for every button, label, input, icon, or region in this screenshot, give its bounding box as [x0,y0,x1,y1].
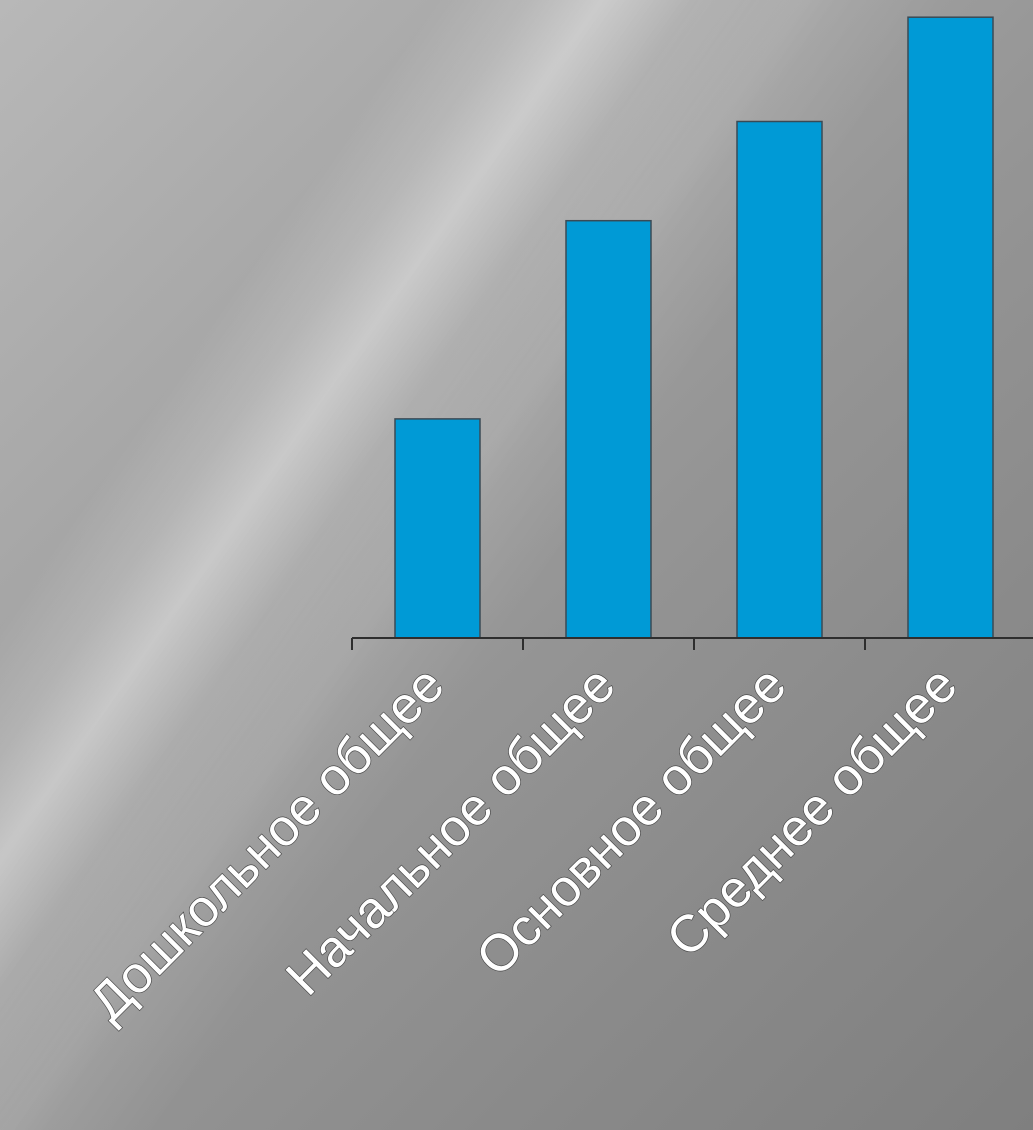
category-label-3: Основное общее [466,655,798,987]
bar-4 [907,16,994,639]
x-axis-ticks [351,638,866,650]
bar-2 [565,219,652,639]
bar-1 [394,418,481,639]
bar-3 [736,120,823,639]
category-label-4: Среднее общее [656,655,969,968]
category-label-2: Начальное общее [275,655,626,1006]
bars-group [394,16,994,639]
